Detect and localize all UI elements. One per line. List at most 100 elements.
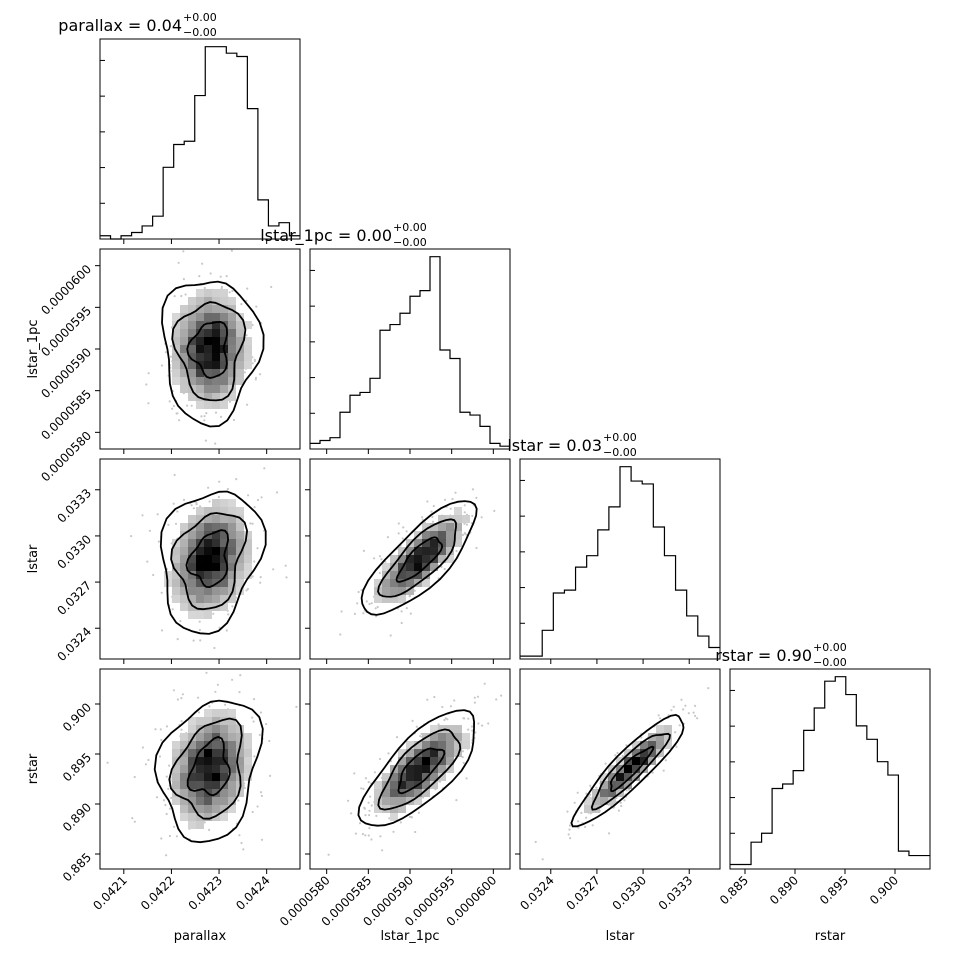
density-cell: [172, 547, 180, 555]
sample-point: [577, 826, 580, 829]
sample-point: [696, 717, 699, 720]
sample-point: [576, 791, 579, 794]
contour-level: [590, 732, 671, 811]
density-cell: [172, 353, 180, 361]
density-cell: [438, 765, 446, 773]
sample-point: [461, 756, 464, 759]
sample-point: [376, 605, 379, 609]
sample-point: [160, 837, 163, 840]
sample-point: [463, 504, 466, 507]
sample-point: [381, 849, 384, 852]
density-cell: [390, 587, 398, 595]
sample-point: [209, 272, 212, 275]
density-cell: [390, 813, 398, 821]
sample-point: [181, 693, 184, 696]
sample-point: [374, 607, 377, 610]
sample-point: [440, 565, 443, 569]
sample-point: [573, 801, 576, 804]
sample-point: [259, 576, 262, 579]
title-plus-parallax: +0.00: [183, 11, 217, 24]
density-cell: [172, 369, 180, 377]
density-cell: [220, 587, 228, 595]
sample-point: [388, 817, 391, 820]
sample-point: [417, 811, 420, 814]
density-cell: [204, 733, 212, 741]
density-cell: [632, 765, 640, 773]
density-cell: [204, 507, 212, 515]
density-cell: [664, 741, 672, 749]
density-cell: [406, 765, 414, 773]
hist-frame-parallax: [99, 38, 301, 240]
density-cell: [220, 789, 228, 797]
sample-point: [141, 514, 144, 517]
sample-point: [163, 662, 165, 664]
density-cell: [220, 571, 228, 579]
sample-point: [246, 287, 249, 290]
density-cell: [422, 773, 430, 781]
density-cell: [608, 797, 616, 805]
density-cell: [212, 385, 220, 393]
sample-point: [168, 764, 171, 767]
density-cell: [180, 531, 188, 539]
density-cell: [196, 563, 204, 571]
sample-point: [347, 799, 350, 802]
density-cell: [430, 773, 438, 781]
sample-point: [141, 746, 144, 749]
sample-point: [254, 378, 257, 381]
density-cell: [244, 563, 252, 571]
density-cell: [220, 305, 228, 313]
density-cell: [188, 781, 196, 789]
density-cell: [204, 329, 212, 337]
density-cell: [188, 595, 196, 603]
sample-point: [694, 704, 697, 708]
sample-point: [243, 786, 246, 790]
title-plus-lstar_1pc: +0.00: [393, 221, 427, 234]
density-cell: [228, 797, 236, 805]
sample-point: [253, 358, 256, 361]
density-cell: [188, 369, 196, 377]
xaxis-label-rstar: rstar: [815, 929, 846, 944]
contour-level: [377, 518, 457, 598]
sample-point: [607, 832, 611, 835]
density-cell: [220, 401, 228, 409]
density-cell: [188, 757, 196, 765]
density-cell: [172, 563, 180, 571]
density-cell: [220, 579, 228, 587]
sample-point: [145, 383, 148, 386]
sample-point: [500, 694, 503, 697]
sample-point: [259, 711, 263, 714]
density-cell: [624, 749, 632, 757]
xtick-label-lstar: 0.0333: [656, 873, 696, 913]
density-cell: [196, 369, 204, 377]
contour-level: [360, 500, 478, 616]
density-cell: [212, 805, 220, 813]
yaxis-label-lstar_1pc: lstar_1pc: [26, 320, 41, 379]
sample-point: [225, 275, 228, 278]
density-cell: [196, 289, 204, 297]
sample-point: [295, 705, 298, 709]
sample-point: [463, 522, 466, 525]
sample-point: [595, 786, 598, 789]
density-cell: [220, 539, 228, 547]
density-cell: [228, 765, 236, 773]
density-cell: [616, 781, 624, 789]
sample-point: [378, 571, 381, 575]
density-cell: [430, 531, 438, 539]
density-cell: [180, 595, 188, 603]
sample-point: [465, 523, 468, 526]
density-cell: [236, 547, 244, 555]
sample-point: [208, 705, 211, 708]
density-cell: [204, 377, 212, 385]
sample-point: [165, 775, 168, 778]
density-cell: [220, 709, 228, 717]
sample-point: [678, 724, 681, 727]
density-cell: [180, 555, 188, 563]
sample-point: [356, 602, 359, 605]
density-cell: [188, 797, 196, 805]
sample-point: [258, 733, 261, 737]
sample-point: [682, 708, 685, 711]
density-cell: [244, 733, 252, 741]
sample-point: [246, 403, 249, 406]
density-cell: [188, 345, 196, 353]
density-cell: [212, 531, 220, 539]
